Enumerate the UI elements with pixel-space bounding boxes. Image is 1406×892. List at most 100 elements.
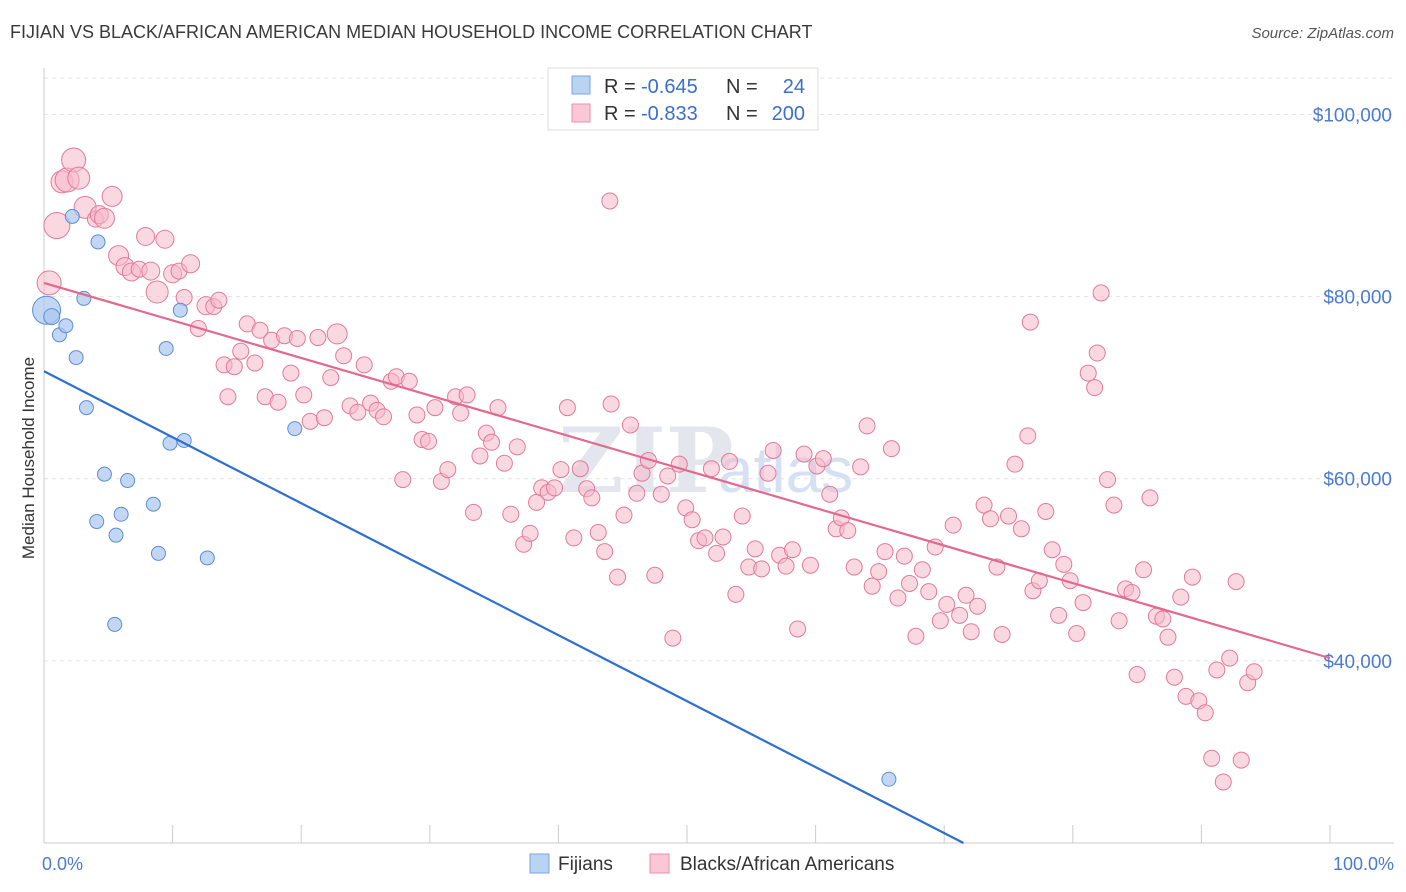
point-black	[602, 395, 620, 413]
point-black	[938, 595, 956, 613]
legend-n-label-black: N =	[726, 103, 758, 125]
point-black	[727, 585, 745, 603]
y-axis-label: Median Household Income	[19, 357, 38, 559]
point-black	[845, 558, 863, 576]
point-black	[251, 321, 269, 339]
point-black	[589, 523, 607, 541]
point-black	[975, 496, 993, 514]
point-black	[615, 506, 633, 524]
point-black	[1128, 666, 1146, 684]
point-fijians	[89, 514, 105, 530]
point-black	[1214, 773, 1232, 791]
point-black	[839, 522, 857, 540]
point-black	[471, 447, 489, 465]
point-black	[957, 586, 975, 604]
bottom-legend-swatch-fijians	[529, 853, 550, 874]
point-black	[36, 270, 62, 296]
point-black	[145, 280, 169, 304]
x-tick-label-min: 0.0%	[42, 854, 83, 874]
point-fijians	[108, 527, 124, 543]
point-fijians	[107, 616, 123, 632]
point-black	[408, 406, 426, 424]
point-fijians	[881, 771, 897, 787]
point-black	[309, 329, 327, 347]
point-black	[821, 485, 839, 503]
point-black	[733, 507, 751, 525]
point-black	[1012, 520, 1030, 538]
point-black	[1079, 364, 1097, 382]
point-black	[628, 484, 646, 502]
point-fijians	[90, 234, 106, 250]
point-fijians	[96, 466, 112, 482]
point-black	[783, 541, 801, 559]
legend-n-value-fijians: 24	[783, 76, 805, 98]
point-black	[225, 358, 243, 376]
point-black	[141, 261, 161, 281]
point-black	[571, 460, 589, 478]
point-black	[907, 627, 925, 645]
legend-swatch-black	[571, 103, 591, 123]
point-black	[1050, 606, 1068, 624]
legend-n-label-fijians: N =	[726, 76, 758, 98]
point-black	[301, 412, 319, 430]
point-black	[375, 408, 393, 426]
point-black	[1110, 612, 1128, 630]
point-black	[452, 404, 470, 422]
point-black	[483, 433, 501, 451]
point-black	[67, 166, 91, 190]
point-fijians	[199, 550, 215, 566]
point-black	[465, 503, 483, 521]
point-fijians	[43, 308, 61, 326]
point-black	[315, 409, 333, 427]
point-fijians	[68, 350, 84, 366]
point-black	[652, 485, 670, 503]
point-black	[920, 583, 938, 601]
point-black	[502, 505, 520, 523]
point-black	[43, 212, 71, 240]
legend-swatch-fijians	[571, 75, 591, 95]
point-black	[596, 543, 614, 561]
point-black	[993, 625, 1011, 643]
point-black	[702, 460, 720, 478]
point-black	[863, 577, 881, 595]
point-black	[714, 528, 732, 546]
bottom-legend-label-fijians: Fijians	[558, 854, 613, 875]
point-black	[882, 440, 900, 458]
bottom-legend-swatch-black	[649, 853, 670, 874]
point-black	[951, 606, 969, 624]
point-black	[546, 479, 564, 497]
trend-line-black	[43, 281, 1331, 660]
point-black	[565, 529, 583, 547]
point-black	[1183, 568, 1201, 586]
point-black	[1154, 610, 1172, 628]
point-black	[508, 438, 526, 456]
point-black	[101, 185, 123, 207]
point-black	[1021, 313, 1039, 331]
legend-r-label-fijians: R =	[604, 76, 636, 98]
point-black	[335, 347, 353, 365]
point-fijians	[78, 400, 94, 416]
chart-source: Source: ZipAtlas.com	[1251, 25, 1394, 42]
y-tick-label: $80,000	[1323, 288, 1392, 309]
point-black	[852, 458, 870, 476]
point-black	[136, 226, 156, 246]
point-black	[288, 329, 306, 347]
point-black	[1232, 751, 1250, 769]
point-black	[708, 544, 726, 562]
point-black	[232, 342, 250, 360]
point-black	[1105, 496, 1123, 514]
point-black	[981, 510, 999, 528]
point-black	[1074, 594, 1092, 612]
point-black	[962, 623, 980, 641]
y-tick-label: $60,000	[1323, 470, 1392, 491]
bottom-legend: Fijians Blacks/African Americans	[529, 853, 894, 875]
point-black	[889, 589, 907, 607]
point-black	[720, 452, 738, 470]
point-black	[155, 229, 175, 249]
bottom-legend-label-black: Blacks/African Americans	[680, 854, 894, 875]
chart-title: FIJIAN VS BLACK/AFRICAN AMERICAN MEDIAN …	[10, 22, 812, 42]
point-black	[777, 557, 795, 575]
point-black	[1135, 561, 1153, 579]
point-black	[210, 291, 228, 309]
